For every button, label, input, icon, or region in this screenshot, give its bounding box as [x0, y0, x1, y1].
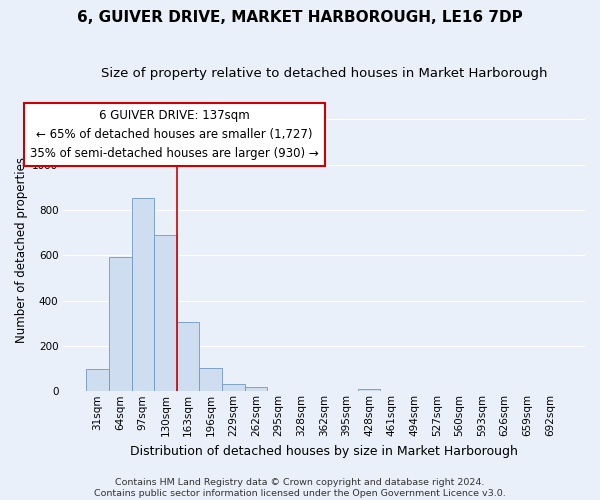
Y-axis label: Number of detached properties: Number of detached properties	[15, 156, 28, 342]
Bar	[245, 387, 267, 392]
Bar	[177, 322, 199, 392]
Bar	[109, 257, 131, 392]
Bar	[199, 368, 222, 392]
Bar	[131, 198, 154, 392]
Bar	[358, 389, 380, 392]
Text: Contains HM Land Registry data © Crown copyright and database right 2024.
Contai: Contains HM Land Registry data © Crown c…	[94, 478, 506, 498]
Bar	[86, 370, 109, 392]
Bar	[222, 384, 245, 392]
Text: 6 GUIVER DRIVE: 137sqm
← 65% of detached houses are smaller (1,727)
35% of semi-: 6 GUIVER DRIVE: 137sqm ← 65% of detached…	[30, 109, 319, 160]
X-axis label: Distribution of detached houses by size in Market Harborough: Distribution of detached houses by size …	[130, 444, 518, 458]
Bar	[154, 235, 177, 392]
Text: 6, GUIVER DRIVE, MARKET HARBOROUGH, LE16 7DP: 6, GUIVER DRIVE, MARKET HARBOROUGH, LE16…	[77, 10, 523, 25]
Title: Size of property relative to detached houses in Market Harborough: Size of property relative to detached ho…	[101, 68, 547, 80]
